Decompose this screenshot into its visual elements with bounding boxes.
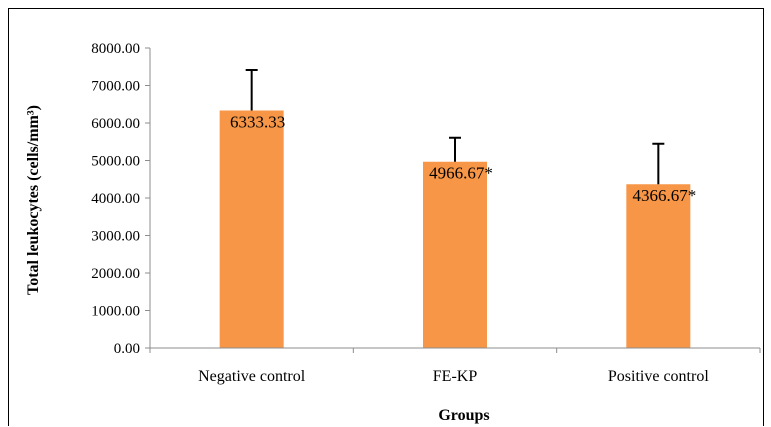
data-labels: 6333.33 4966.67* 4366.67*	[230, 113, 696, 206]
x-axis-title: Groups	[438, 407, 489, 424]
data-label: 4966.67*	[429, 164, 493, 183]
data-label: 4366.67*	[632, 186, 696, 205]
chart-frame	[8, 8, 764, 426]
y-tick-label: 6000.00	[91, 116, 140, 132]
x-axis-categories: Negative control FE-KP Positive control	[149, 348, 761, 385]
y-tick-label: 3000.00	[91, 229, 140, 245]
bar	[626, 184, 691, 348]
y-tick-label: 5000.00	[91, 154, 140, 170]
bars	[219, 110, 691, 348]
y-tick-label: 7000.00	[91, 79, 140, 95]
y-tick-label: 0.00	[114, 341, 140, 357]
bar	[423, 161, 487, 348]
x-category-label: Negative control	[198, 368, 306, 385]
y-tick-label: 4000.00	[91, 191, 140, 207]
y-tick-label: 8000.00	[91, 41, 140, 57]
bar	[219, 110, 284, 348]
error-bars	[245, 69, 665, 185]
y-tick-label: 2000.00	[91, 266, 140, 282]
y-axis-title: Total leukocytes (cells/mm³)	[25, 105, 42, 295]
y-tick-label: 1000.00	[91, 304, 140, 320]
x-category-label: FE-KP	[433, 368, 478, 385]
data-label: 6333.33	[230, 113, 285, 132]
y-axis-ticks: 0.00 1000.00 2000.00 3000.00 4000.00 5000.00 6…	[91, 41, 150, 357]
x-category-label: Positive control	[608, 368, 709, 385]
